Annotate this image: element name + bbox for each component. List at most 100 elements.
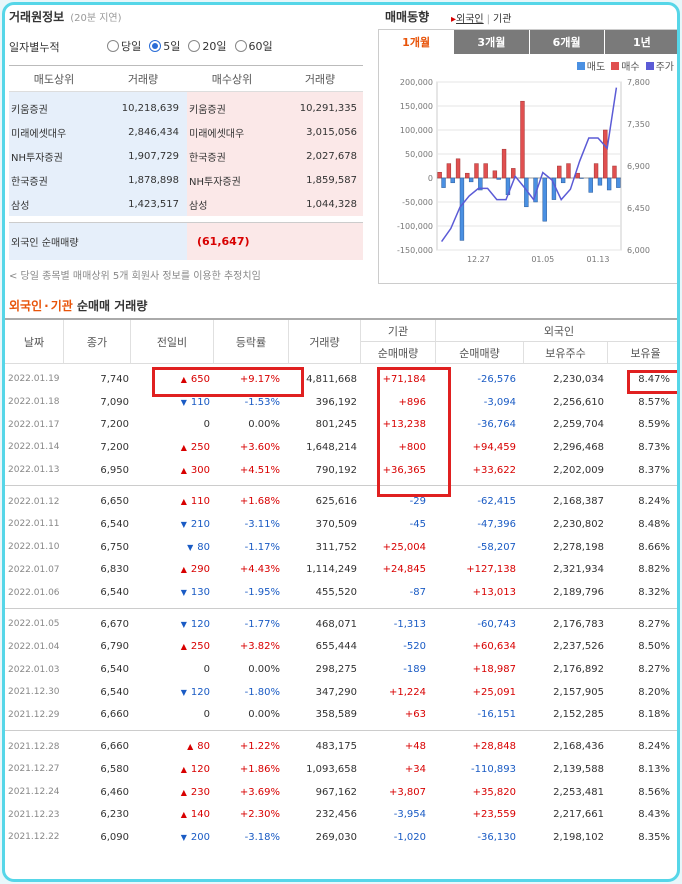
period-radio[interactable]: 20일 <box>188 38 227 54</box>
table-row: 2021.12.24 6,460 ▲ 230 +3.69% 967,162 +3,807 +3… <box>5 781 677 804</box>
radio-circle-icon <box>234 40 247 52</box>
cell-rate: -3.11% <box>244 518 280 530</box>
broker-row: 키움증권 10,291,335 <box>187 96 363 120</box>
tab-period[interactable]: 1개월 <box>379 30 455 54</box>
cell-change: ▲ 300 <box>131 465 214 476</box>
buy-top-column: 키움증권 10,291,335 미래에셋대우 3,015,056 한국증권 2,027,6… <box>187 92 363 216</box>
cell-change: ▲ 250 <box>131 442 214 453</box>
tab-period[interactable]: 1년 <box>604 30 677 54</box>
bar-buy <box>446 163 452 179</box>
bar-sell <box>588 177 593 193</box>
broker-row: 키움증권 10,218,639 <box>9 96 187 120</box>
cell-date: 2022.01.13 <box>8 465 60 476</box>
table-row: 2022.01.04 6,790 ▲ 250 +3.82% 655,444 -520 +60,… <box>5 636 677 659</box>
cell-volume: 396,192 <box>315 396 357 408</box>
cell-volume: 347,290 <box>315 686 357 698</box>
cell-close: 6,650 <box>100 496 129 508</box>
cell-date: 2022.01.14 <box>8 442 60 453</box>
table-row: 2022.01.12 6,650 ▲ 110 +1.68% 625,616 -29 -62,4… <box>5 490 677 513</box>
header-ratio: 보유율 <box>608 342 677 364</box>
cell-rate: -3.18% <box>244 831 280 843</box>
cell-change: ▲ 140 <box>131 809 214 820</box>
cell-inst-net: +3,807 <box>388 786 426 798</box>
cell-change: ▼ 200 <box>131 832 214 843</box>
table-row: 2021.12.30 6,540 ▼ 120 -1.80% 347,290 +1,224 +2… <box>5 681 677 704</box>
header-rate: 등락률 <box>214 320 289 364</box>
cell-foreign-net: +94,459 <box>472 441 516 453</box>
broker-name: 삼성 <box>189 200 208 212</box>
section-title-foreign: 외국인 <box>9 299 43 313</box>
cell-foreign-net: +23,559 <box>472 809 516 821</box>
trade-trend-panel: 매매동향 ▸외국인 | 기관 1개월 3개월 6개월 1년 매도 매수 주가 200,000 1… <box>375 5 677 290</box>
cell-change-value: 80 <box>197 741 210 753</box>
cell-rate: 0.00% <box>248 664 280 676</box>
cell-ratio: 8.24% <box>638 496 670 508</box>
cell-foreign-net: +60,634 <box>472 641 516 653</box>
bar-sell <box>459 177 465 241</box>
header-inst-net: 순매매량 <box>361 342 436 364</box>
header-volume: 거래량 <box>289 320 361 364</box>
bar-buy <box>603 129 608 179</box>
header-sell-volume: 거래량 <box>127 72 159 86</box>
cell-close: 6,540 <box>100 664 129 676</box>
triangle-down-icon: ▼ <box>180 588 187 598</box>
cell-close: 7,740 <box>100 373 129 385</box>
link-institution[interactable]: 기관 <box>493 14 512 25</box>
y-right-tick: 7,350 <box>627 120 650 129</box>
cell-holdings: 2,168,387 <box>553 496 604 508</box>
link-foreign[interactable]: 외국인 <box>456 14 484 25</box>
cell-change: ▼ 120 <box>131 619 214 630</box>
cell-change: ▲ 120 <box>131 764 214 775</box>
header-sell-top: 매도상위 <box>33 72 75 86</box>
cell-volume: 269,030 <box>315 831 357 843</box>
period-radio[interactable]: 60일 <box>234 38 273 54</box>
cell-change-value: 120 <box>190 763 210 775</box>
table-row: 2022.01.17 7,200 0 0.00% 801,245 +13,238 -36,7… <box>5 413 677 436</box>
section-title-inst: 기관 <box>50 299 73 313</box>
cell-change: ▲ 110 <box>131 496 214 507</box>
cell-inst-net: -87 <box>409 587 426 599</box>
y-left-tick: 0 <box>428 174 433 183</box>
cell-holdings: 2,168,436 <box>553 741 604 753</box>
cell-date: 2022.01.17 <box>8 419 60 430</box>
cell-foreign-net: -58,207 <box>477 541 516 553</box>
triangle-up-icon: ▲ <box>180 374 187 384</box>
period-radio[interactable]: 당일 <box>107 38 141 54</box>
x-tick: 01.05 <box>531 255 554 264</box>
bar-buy <box>474 163 479 179</box>
bar-buy <box>566 163 571 179</box>
cell-close: 7,200 <box>100 419 129 431</box>
tab-period[interactable]: 6개월 <box>529 30 605 54</box>
cell-foreign-net: -36,130 <box>477 831 516 843</box>
header-inst-group: 기관 순매매량 <box>361 320 436 364</box>
cell-inst-net: +36,365 <box>382 464 426 476</box>
bar-buy <box>492 170 498 179</box>
broker-volume: 2,846,434 <box>128 126 179 138</box>
cell-close: 6,750 <box>100 541 129 553</box>
cell-volume: 1,093,658 <box>306 763 357 775</box>
table-row: 2022.01.03 6,540 0 0.00% 298,275 -189 +18,987 2… <box>5 658 677 681</box>
chart-legend: 매도 매수 주가 <box>576 58 674 73</box>
cell-date: 2021.12.24 <box>8 787 60 798</box>
tab-period[interactable]: 3개월 <box>454 30 530 54</box>
broker-name: 키움증권 <box>189 104 226 116</box>
header-inst: 기관 <box>361 320 436 342</box>
cell-rate: -1.77% <box>244 618 280 630</box>
y-right-tick: 6,900 <box>627 162 650 171</box>
x-tick: 01.13 <box>587 255 610 264</box>
period-radio-label: 당일 <box>121 40 142 53</box>
broker-row: NH투자증권 1,859,587 <box>187 168 363 192</box>
trade-info-note: < 당일 종목별 매매상위 5개 회원사 정보를 이용한 추정치임 <box>9 271 261 282</box>
broker-row: 삼성 1,423,517 <box>9 192 187 216</box>
foreign-net-row: 외국인 순매매량 (61,647) <box>9 222 363 260</box>
triangle-down-icon: ▼ <box>180 687 187 697</box>
bar-sell <box>597 177 603 186</box>
cell-rate: +1.86% <box>239 763 280 775</box>
legend-item: 매도 <box>576 58 605 73</box>
cell-rate: -1.53% <box>244 396 280 408</box>
cell-close: 7,090 <box>100 396 129 408</box>
period-radio-group: 당일 5일 20일 60일 <box>107 38 281 55</box>
table-row: 2021.12.23 6,230 ▲ 140 +2.30% 232,456 -3,954 +2… <box>5 803 677 826</box>
period-radio[interactable]: 5일 <box>149 38 180 54</box>
table-row: 2022.01.05 6,670 ▼ 120 -1.77% 468,071 -1,313 -6… <box>5 613 677 636</box>
